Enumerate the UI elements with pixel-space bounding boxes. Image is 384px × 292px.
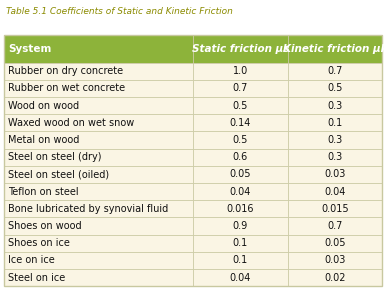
Text: Ice on ice: Ice on ice — [8, 256, 55, 265]
Text: Steel on ice: Steel on ice — [8, 272, 66, 283]
Text: 0.05: 0.05 — [324, 238, 346, 248]
Text: Shoes on ice: Shoes on ice — [8, 238, 70, 248]
Text: Teflon on steel: Teflon on steel — [8, 187, 79, 197]
Text: 0.03: 0.03 — [324, 256, 346, 265]
Text: Table 5.1 Coefficients of Static and Kinetic Friction: Table 5.1 Coefficients of Static and Kin… — [6, 7, 233, 16]
Text: System: System — [8, 44, 52, 54]
Text: 0.016: 0.016 — [227, 204, 254, 214]
Text: 0.04: 0.04 — [230, 187, 251, 197]
Text: Rubber on dry concrete: Rubber on dry concrete — [8, 66, 124, 76]
Text: 0.04: 0.04 — [324, 187, 346, 197]
Text: Wood on wood: Wood on wood — [8, 101, 79, 111]
Text: Bone lubricated by synovial fluid: Bone lubricated by synovial fluid — [8, 204, 169, 214]
Text: 0.14: 0.14 — [230, 118, 251, 128]
Text: 0.7: 0.7 — [233, 84, 248, 93]
Text: 0.6: 0.6 — [233, 152, 248, 162]
Text: Steel on steel (oiled): Steel on steel (oiled) — [8, 169, 109, 179]
Text: 0.03: 0.03 — [324, 169, 346, 179]
Text: 0.1: 0.1 — [233, 238, 248, 248]
Text: 0.3: 0.3 — [327, 101, 343, 111]
Text: 0.7: 0.7 — [327, 66, 343, 76]
Text: Steel on steel (dry): Steel on steel (dry) — [8, 152, 102, 162]
Text: 0.015: 0.015 — [321, 204, 349, 214]
Text: 0.5: 0.5 — [233, 135, 248, 145]
Text: 0.3: 0.3 — [327, 135, 343, 145]
Text: 0.5: 0.5 — [233, 101, 248, 111]
Text: 0.02: 0.02 — [324, 272, 346, 283]
Text: 0.04: 0.04 — [230, 272, 251, 283]
Text: Kinetic friction μk: Kinetic friction μk — [283, 44, 384, 54]
Text: 0.3: 0.3 — [327, 152, 343, 162]
Text: Static friction μs: Static friction μs — [192, 44, 289, 54]
Text: Waxed wood on wet snow: Waxed wood on wet snow — [8, 118, 135, 128]
Text: 0.05: 0.05 — [230, 169, 251, 179]
Text: Rubber on wet concrete: Rubber on wet concrete — [8, 84, 126, 93]
Text: Shoes on wood: Shoes on wood — [8, 221, 82, 231]
Text: 0.9: 0.9 — [233, 221, 248, 231]
Text: 0.1: 0.1 — [327, 118, 343, 128]
Text: 0.1: 0.1 — [233, 256, 248, 265]
Text: 0.5: 0.5 — [327, 84, 343, 93]
Text: 1.0: 1.0 — [233, 66, 248, 76]
Text: Metal on wood: Metal on wood — [8, 135, 80, 145]
Text: 0.7: 0.7 — [327, 221, 343, 231]
